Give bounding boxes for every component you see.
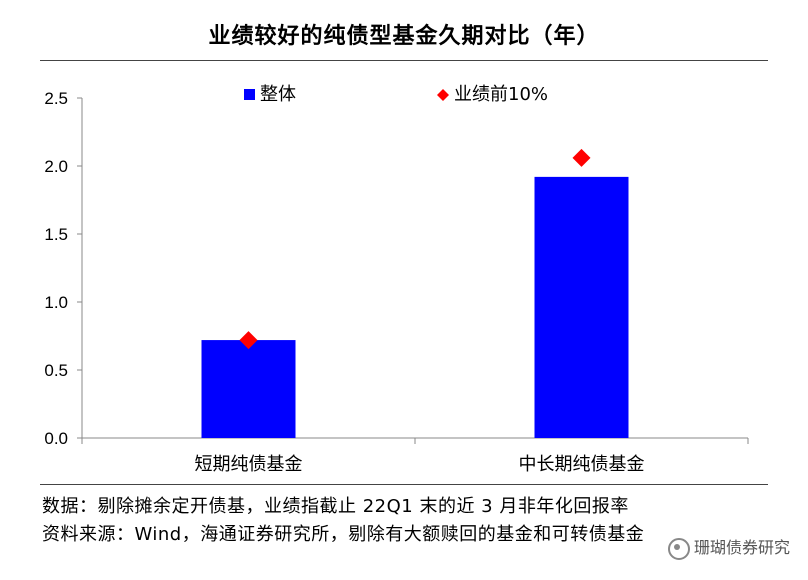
source-note: 资料来源：Wind，海通证券研究所，剔除有大额赎回的基金和可转债基金: [42, 524, 645, 545]
x-category-label: 短期纯债基金: [195, 454, 303, 475]
y-tick-label: 2.5: [44, 89, 68, 108]
y-tick-label: 2.0: [44, 157, 68, 176]
wechat-icon: [667, 537, 690, 560]
bar-chart: 0.0 0.5 1.0 1.5 2.0 2.5 短期纯债基金 中长期纯债基金 整体 业绩前10%: [44, 84, 749, 475]
y-tick-label: 0.0: [44, 429, 68, 448]
diamond-marker: [239, 331, 258, 350]
footer-divider: [40, 484, 768, 485]
legend-label-marker: 业绩前10%: [454, 84, 548, 105]
diamond-marker: [572, 148, 591, 167]
legend-label-bar: 整体: [260, 84, 296, 105]
title-divider: [40, 60, 768, 61]
data-note: 数据：剔除摊余定开债基，业绩指截止 22Q1 末的近 3 月非年化回报率: [42, 496, 629, 517]
legend-swatch-marker: [437, 89, 449, 101]
y-tick-label: 0.5: [44, 361, 68, 380]
bar: [201, 340, 296, 438]
y-tick-label: 1.0: [44, 293, 68, 312]
chart-title: 业绩较好的纯债型基金久期对比（年）: [208, 24, 600, 49]
x-category-label: 中长期纯债基金: [519, 454, 645, 475]
watermark-text: 珊瑚债券研究: [693, 538, 790, 557]
legend-swatch-bar: [244, 89, 255, 100]
watermark: 珊瑚债券研究: [667, 534, 790, 560]
y-tick-label: 1.5: [44, 225, 68, 244]
bar: [534, 176, 629, 438]
